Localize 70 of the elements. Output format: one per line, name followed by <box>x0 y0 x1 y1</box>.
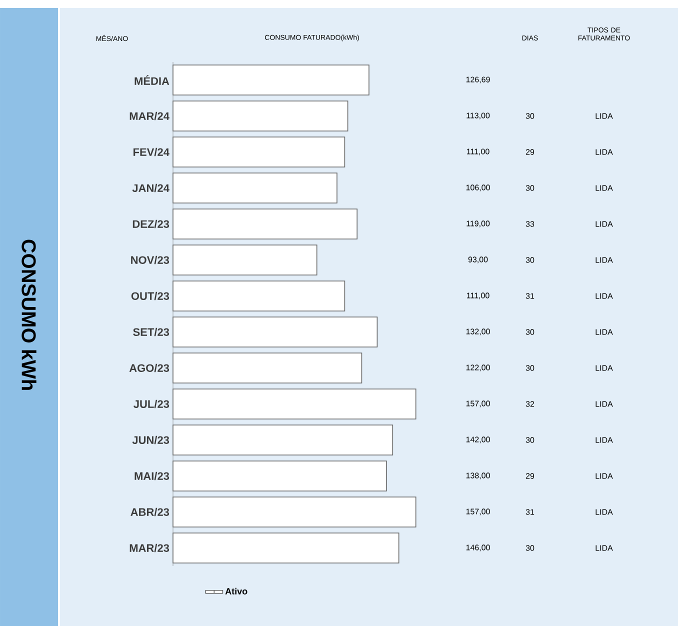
bar <box>172 64 370 96</box>
text: CONSUMO kWh <box>22 240 36 390</box>
bar <box>172 388 416 420</box>
y-tick-label: DEZ/23 <box>132 220 170 228</box>
bar <box>172 496 416 528</box>
text: 31 <box>526 293 534 299</box>
y-tick-label: NOV/23 <box>131 256 170 264</box>
bar <box>172 460 387 492</box>
data-label: 138,00 <box>466 472 490 480</box>
bar <box>172 136 346 168</box>
bar <box>172 244 318 276</box>
text: LIDA <box>596 221 613 227</box>
bar <box>172 532 400 564</box>
bar <box>172 316 378 348</box>
text: LIDA <box>596 257 613 263</box>
data-label: 111,00 <box>466 148 490 156</box>
text: 33 <box>526 221 534 227</box>
y-tick-label: JAN/24 <box>132 184 170 192</box>
text: 30 <box>526 365 534 371</box>
text: 29 <box>526 149 534 155</box>
text: 30 <box>526 437 534 443</box>
bar <box>172 424 394 456</box>
data-label: 157,00 <box>466 508 490 516</box>
text: 30 <box>526 257 534 263</box>
y-tick-label: AGO/23 <box>129 364 170 372</box>
y-tick-label: JUN/23 <box>132 436 170 444</box>
data-label: 142,00 <box>466 436 490 444</box>
y-tick-label: MÉDIA <box>134 75 170 85</box>
text: LIDA <box>596 401 613 407</box>
text: LIDA <box>596 329 613 335</box>
legend-label: Ativo <box>225 588 248 594</box>
y-tick-label: MAR/24 <box>130 112 170 120</box>
data-label: 132,00 <box>466 328 490 336</box>
text: LIDA <box>596 437 613 443</box>
text: 32 <box>526 401 534 407</box>
data-label: 126,69 <box>466 76 490 84</box>
data-label: 106,00 <box>466 184 490 192</box>
text: LIDA <box>596 545 613 551</box>
text: 30 <box>526 545 534 551</box>
y-tick-label: MAI/23 <box>134 472 170 480</box>
bar <box>172 280 346 312</box>
data-label: 113,00 <box>466 112 490 120</box>
y-tick-label: MAR/23 <box>130 544 170 552</box>
bar <box>172 208 358 240</box>
y-tick-label: FEV/24 <box>134 148 170 156</box>
data-label: 119,00 <box>466 220 490 228</box>
data-label: 111,00 <box>466 292 490 300</box>
data-label: 93,00 <box>468 256 488 264</box>
text: LIDA <box>596 473 613 479</box>
text: LIDA <box>596 185 613 191</box>
y-tick-label: SET/23 <box>133 328 170 336</box>
data-label: 157,00 <box>466 400 490 408</box>
text: 30 <box>526 185 534 191</box>
bar <box>172 100 348 132</box>
data-label: 122,00 <box>466 364 490 372</box>
text: LIDA <box>596 149 613 155</box>
data-label: 146,00 <box>466 544 490 552</box>
text: 30 <box>526 113 534 119</box>
y-tick-label: ABR/23 <box>130 508 170 516</box>
text: LIDA <box>596 365 613 371</box>
bar <box>172 172 338 204</box>
text: 30 <box>526 329 534 335</box>
text: 31 <box>526 509 534 515</box>
y-tick-label: JUL/23 <box>134 400 170 408</box>
text: LIDA <box>596 293 613 299</box>
text: 29 <box>526 473 534 479</box>
text: LIDA <box>596 113 613 119</box>
text: LIDA <box>596 509 613 515</box>
y-tick-label: OUT/23 <box>131 292 170 300</box>
bar <box>172 352 362 384</box>
